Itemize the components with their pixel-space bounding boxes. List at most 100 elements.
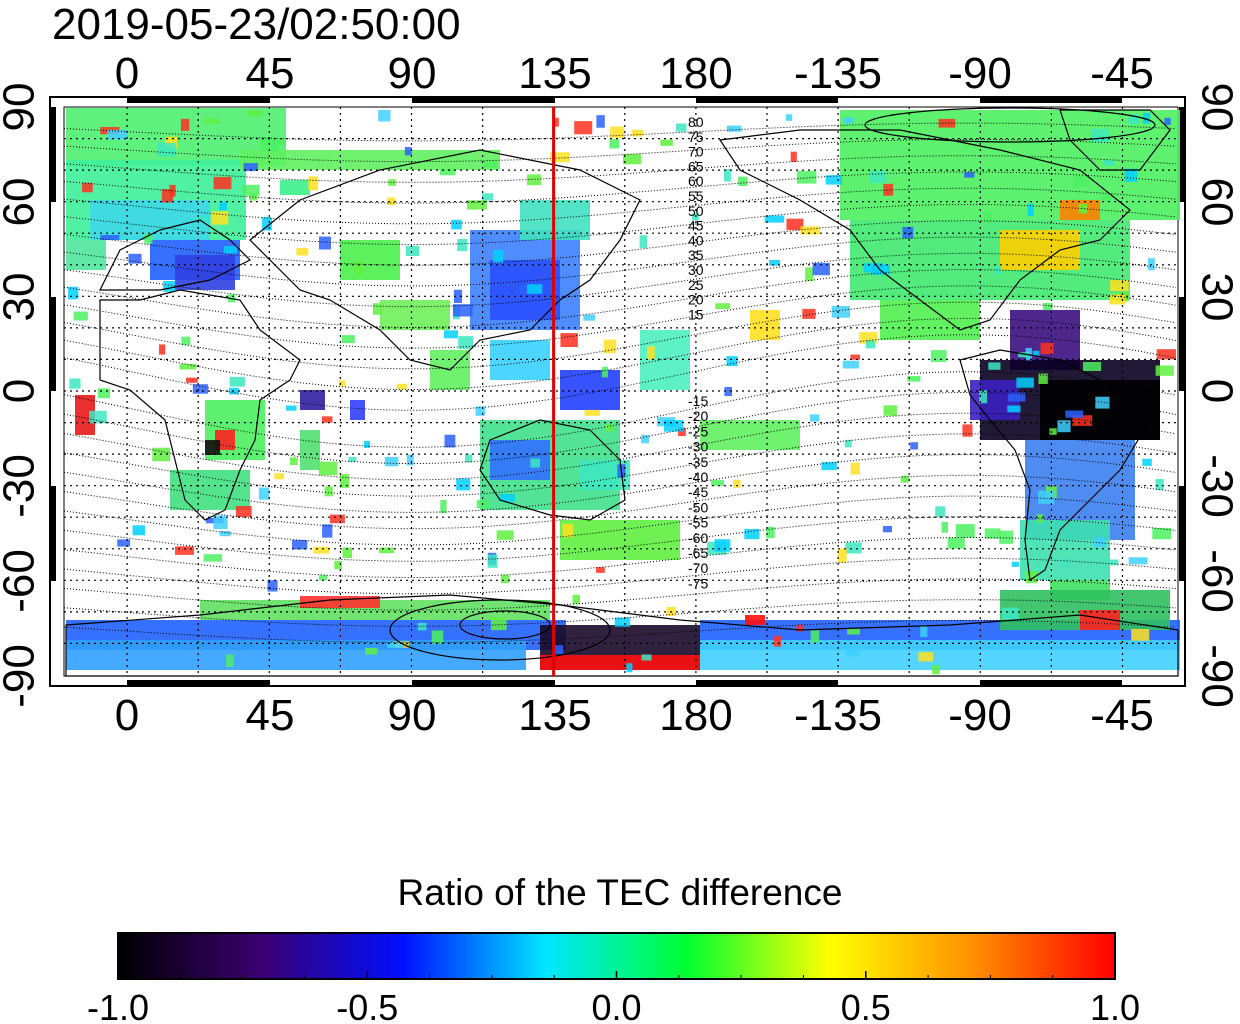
tec-data-pixel: [859, 332, 878, 344]
magnetic-contour: [63, 269, 1177, 328]
tec-data-pixel: [1038, 373, 1048, 384]
tec-data-pixel: [456, 478, 471, 491]
tec-data-pixel: [378, 547, 395, 554]
magnetic-contour: [63, 122, 1177, 142]
tec-data-pixel: [439, 168, 456, 176]
colorbar-tick-label: 0.5: [841, 987, 891, 1024]
tec-data-pixel: [296, 247, 309, 256]
contour-label: 40: [688, 232, 704, 248]
tec-data-pixel: [964, 172, 975, 178]
right-latitude-tick-label: -90: [1192, 644, 1240, 708]
magnetic-contour: [63, 537, 1177, 578]
tec-data-pixel: [596, 115, 605, 128]
tec-data-pixel: [764, 215, 785, 223]
tec-data-pixel: [955, 524, 975, 538]
contour-label: 75: [688, 129, 704, 145]
tec-data-pixel: [319, 236, 331, 250]
tec-data-pixel: [82, 182, 93, 193]
top-longitude-tick-label: 135: [518, 49, 591, 98]
tec-data-pixel: [235, 506, 252, 517]
tec-data-pixel: [159, 344, 166, 355]
tec-data-pixel: [796, 624, 804, 632]
tec-data-pixel: [211, 211, 229, 225]
tec-data-pixel: [626, 663, 633, 673]
tec-data-pixel: [165, 136, 177, 148]
tec-data-pixel: [492, 249, 504, 264]
tec-data-pixel: [726, 125, 742, 132]
tec-data-patch: [745, 615, 765, 625]
tec-data-pixel: [192, 384, 209, 394]
tec-data-pixel: [181, 336, 191, 346]
tec-data-patch: [750, 310, 780, 340]
tec-data-pixel: [372, 303, 383, 315]
tec-data-pixel: [932, 665, 940, 675]
tec-data-pixel: [1025, 571, 1038, 584]
tec-data-patch: [90, 200, 210, 240]
tec-data-pixel: [1001, 607, 1019, 620]
contour-label: -40: [688, 469, 708, 485]
tec-data-pixel: [812, 262, 830, 276]
tec-data-patch: [170, 470, 250, 510]
top-longitude-tick-label: 45: [246, 49, 295, 98]
tec-data-pixel: [117, 539, 131, 547]
contour-label: -60: [688, 530, 708, 546]
contour-label: -55: [688, 515, 708, 531]
tec-data-pixel: [605, 424, 614, 432]
tec-data-pixel: [1142, 458, 1152, 466]
left-latitude-tick-label: 90: [0, 83, 44, 132]
tec-data-pixel: [431, 630, 444, 644]
tec-data-pixel: [596, 567, 605, 573]
tec-data-pixel: [802, 308, 816, 319]
tec-data-patch: [300, 430, 320, 470]
frame-tick-bar-left: [50, 486, 56, 581]
bottom-longitude-tick-label: 180: [659, 691, 732, 740]
tec-data-pixel: [262, 217, 272, 231]
tec-data-pixel: [128, 253, 142, 264]
tec-data-pixel: [1124, 168, 1138, 182]
tec-data-pixel: [907, 375, 921, 382]
tec-data-pixel: [603, 339, 617, 354]
tec-data-pixel: [475, 406, 486, 416]
map-outer-frame: [49, 96, 1186, 687]
tec-data-pixel: [144, 234, 153, 244]
tec-data-pixel: [179, 363, 197, 370]
tec-data-pixel: [1106, 559, 1119, 566]
right-latitude-tick-label: -60: [1192, 549, 1240, 613]
tec-data-pixel: [692, 213, 699, 221]
continent-outline: [718, 129, 1131, 331]
tec-data-pixel: [406, 454, 414, 466]
right-latitude-tick-label: 30: [1192, 273, 1240, 322]
tec-data-pixel: [1155, 365, 1174, 376]
magnetic-contour: [63, 454, 1177, 513]
tec-data-pixel: [330, 514, 345, 524]
tec-data-pixel: [1095, 396, 1110, 409]
left-latitude-tick-label: -60: [0, 549, 44, 613]
tec-data-pixel: [773, 635, 782, 647]
frame-tick-bar-bottom: [412, 680, 555, 686]
tec-data-pixel: [527, 174, 542, 186]
frame-tick-bar-top: [412, 97, 555, 103]
tec-data-pixel: [378, 110, 391, 122]
tec-data-pixel: [726, 356, 738, 366]
tec-data-pixel: [157, 142, 176, 157]
magnetic-contour: [63, 220, 1177, 266]
tec-data-pixel: [213, 176, 232, 190]
tec-data-pixel: [918, 652, 933, 662]
tec-data-pixel: [384, 456, 399, 467]
tec-data-pixel: [883, 405, 897, 416]
tec-data-pixel: [313, 546, 330, 554]
magnetic-contour: [63, 371, 1177, 448]
tec-data-pixel: [988, 362, 1001, 370]
tec-data-pixel: [678, 427, 686, 437]
tec-data-pixel: [1128, 114, 1140, 125]
tec-data-pixel: [451, 219, 462, 230]
tec-data-pixel: [490, 617, 507, 631]
tec-data-pixel: [465, 454, 473, 463]
colorbar: -1.0 -0.5 0.0 0.5 1.0: [87, 932, 1140, 1024]
tec-data-pixel: [983, 211, 992, 224]
tec-data-pixel: [163, 280, 176, 292]
tec-data-pixel: [107, 129, 128, 140]
tec-data-pixel: [900, 475, 909, 483]
continent-outline: [99, 219, 252, 291]
tec-data-patch: [205, 440, 220, 455]
